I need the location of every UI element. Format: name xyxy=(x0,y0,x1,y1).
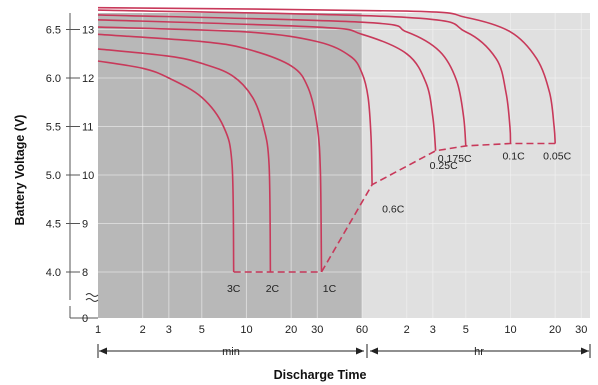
y-tick-right-label: 13 xyxy=(82,25,94,37)
curve-label-1C: 1C xyxy=(323,283,337,295)
x-tick-hr-label: 10 xyxy=(504,324,516,336)
x-tick-hr-label: 3 xyxy=(430,324,436,336)
curve-1C xyxy=(97,33,323,273)
x-tick-min-label: 60 xyxy=(356,324,368,336)
x-axis-label: Discharge Time xyxy=(274,368,367,382)
axis-break-icon xyxy=(85,293,99,302)
curve-0.6C xyxy=(97,26,373,185)
y-tick-left-label: 4.0 xyxy=(46,267,61,279)
x-tick-min-label: 10 xyxy=(240,324,252,336)
hr-unit-label: hr xyxy=(474,346,484,358)
cutoff-voltage-line xyxy=(233,142,556,273)
curve-label-0.6C: 0.6C xyxy=(382,204,405,216)
y-tick-left-label: 5.5 xyxy=(46,122,61,134)
curve-label-3C: 3C xyxy=(227,283,241,295)
curve-2C xyxy=(97,48,272,273)
y-tick-right-label: 0 xyxy=(82,313,88,325)
min-arrow-head-right xyxy=(356,347,364,355)
curve-label-0.25C: 0.25C xyxy=(430,160,458,172)
minutes-region xyxy=(98,13,362,318)
x-tick-hr-label: 5 xyxy=(463,324,469,336)
y-tick-left-label: 6.5 xyxy=(46,25,61,37)
x-tick-min-label: 5 xyxy=(199,324,205,336)
time-unit-arrows: min hr xyxy=(97,344,591,358)
x-tick-hr-label: 2 xyxy=(404,324,410,336)
curve-0.25C xyxy=(97,19,437,151)
hr-arrow-head-right xyxy=(581,347,589,355)
y-tick-right-label: 8 xyxy=(82,267,88,279)
curve-label-0.175C: 0.175C xyxy=(438,153,472,165)
x-tick-min-label: 3 xyxy=(166,324,172,336)
x-tick-min-label: 2 xyxy=(140,324,146,336)
x-tick-min-label: 20 xyxy=(285,324,297,336)
x-tick-min-label: 1 xyxy=(95,324,101,336)
y-tick-right-label: 11 xyxy=(82,122,93,134)
plot-background xyxy=(98,13,590,318)
x-tick-hr-label: 20 xyxy=(549,324,561,336)
min-arrow-head-left xyxy=(99,347,107,355)
y-tick-left-label: 5.0 xyxy=(46,170,61,182)
x-tick-min-label: 30 xyxy=(311,324,323,336)
hr-arrow-head-left xyxy=(370,347,378,355)
axes xyxy=(66,13,99,319)
y-tick-left-label: 4.5 xyxy=(46,219,61,231)
curve-0.1C xyxy=(97,9,512,144)
hours-region xyxy=(362,13,590,318)
min-unit-label: min xyxy=(222,346,240,358)
x-tick-hr-label: 30 xyxy=(575,324,587,336)
curve-label-0.1C: 0.1C xyxy=(502,150,525,162)
curve-label-0.05C: 0.05C xyxy=(543,150,571,162)
y-tick-right-label: 12 xyxy=(82,73,94,85)
curve-3C xyxy=(97,60,235,273)
y-tick-right-label: 9 xyxy=(82,219,88,231)
y-tick-left-label: 6.0 xyxy=(46,73,61,85)
curve-label-2C: 2C xyxy=(266,283,280,295)
series-curves xyxy=(97,6,556,273)
curve-0.05C xyxy=(97,6,556,144)
y-tick-right-label: 10 xyxy=(82,170,94,182)
y-axis-label: Battery Voltage (V) xyxy=(13,115,27,226)
curve-0.175C xyxy=(97,14,467,146)
